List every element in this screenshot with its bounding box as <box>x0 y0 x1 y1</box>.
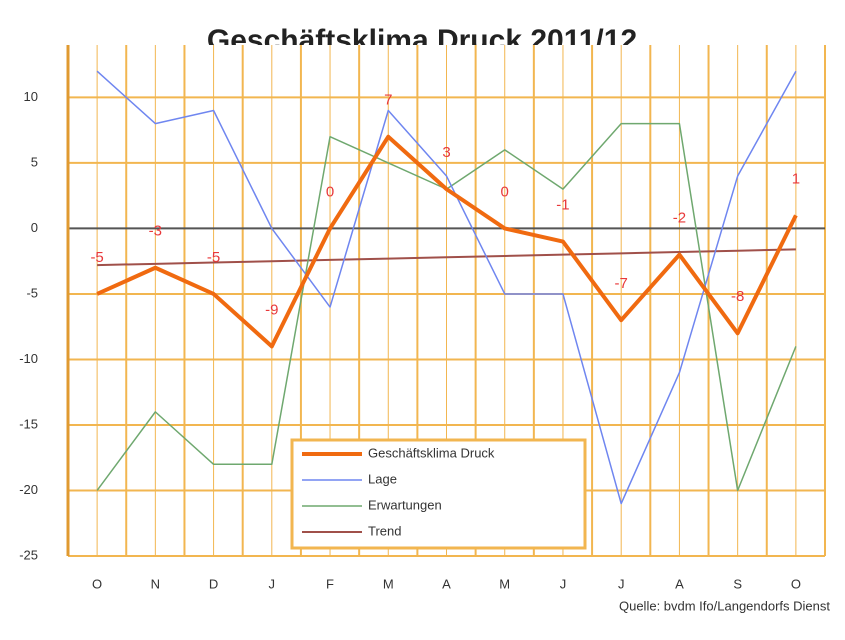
data-label: 7 <box>384 92 392 109</box>
y-tick-label: 5 <box>31 154 38 169</box>
x-tick-label: O <box>791 576 801 591</box>
y-tick-label: 0 <box>31 220 38 235</box>
source-note: Quelle: bvdm Ifo/Langendorfs Dienst <box>619 598 830 613</box>
data-label: -1 <box>556 197 569 214</box>
series-line <box>96 70 797 505</box>
data-label: 1 <box>792 170 800 187</box>
x-tick-label: S <box>733 576 742 591</box>
data-label: -5 <box>207 249 220 266</box>
y-tick-label: -5 <box>26 285 38 300</box>
y-tick-label: -20 <box>19 482 38 497</box>
y-tick-label: 10 <box>24 89 38 104</box>
data-label: 3 <box>442 144 450 161</box>
series-line <box>96 134 798 349</box>
data-label: -9 <box>265 301 278 318</box>
y-tick-label: -15 <box>19 416 38 431</box>
data-label: -8 <box>731 288 744 305</box>
data-label: -2 <box>673 210 686 227</box>
y-tick-label: -25 <box>19 547 38 562</box>
data-label: -5 <box>90 249 103 266</box>
x-tick-label: F <box>326 576 334 591</box>
x-tick-label: J <box>618 576 625 591</box>
series-line <box>97 248 796 267</box>
legend-label: Geschäftsklima Druck <box>368 445 495 460</box>
x-tick-label: M <box>499 576 510 591</box>
data-label: -3 <box>149 223 162 240</box>
data-label: -7 <box>615 275 628 292</box>
x-tick-label: A <box>442 576 451 591</box>
x-tick-label: A <box>675 576 684 591</box>
x-tick-label: D <box>209 576 218 591</box>
data-label: 0 <box>501 183 509 200</box>
legend-label: Erwartungen <box>368 497 442 512</box>
legend-box <box>290 438 587 550</box>
x-tick-label: J <box>269 576 276 591</box>
x-tick-label: O <box>92 576 102 591</box>
x-tick-label: J <box>560 576 567 591</box>
x-tick-label: N <box>151 576 160 591</box>
legend-label: Lage <box>368 471 397 486</box>
y-tick-label: -10 <box>19 351 38 366</box>
data-label: 0 <box>326 183 334 200</box>
x-tick-label: M <box>383 576 394 591</box>
legend-label: Trend <box>368 523 401 538</box>
